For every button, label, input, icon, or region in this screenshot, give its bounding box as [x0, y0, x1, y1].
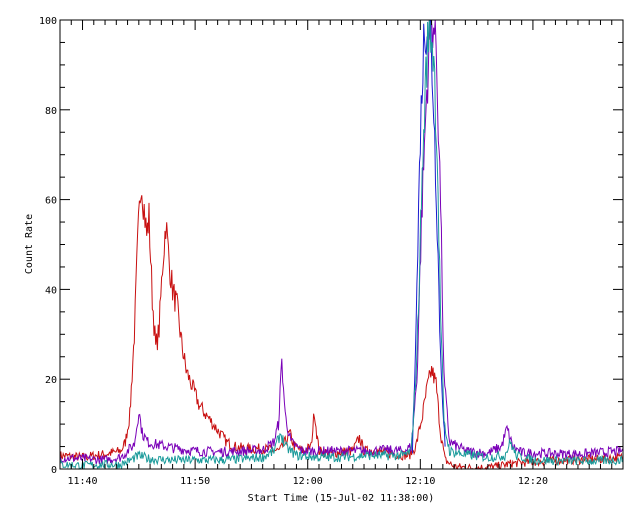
x-tick-label: 12:10 [405, 476, 435, 487]
tick-layer: 11:40 11:50 12:00 12:10 12:20 0 20 40 60 80 100 [39, 16, 624, 487]
series-line-2 [59, 19, 624, 465]
series-layer [59, 19, 624, 471]
series-line-4 [59, 19, 624, 470]
series-line-1 [59, 195, 624, 471]
y-tick-label: 60 [45, 196, 57, 207]
y-tick-label: 80 [45, 106, 57, 117]
y-tick-label: 40 [45, 285, 57, 296]
x-tick-label: 12:00 [293, 476, 323, 487]
y-tick-label: 100 [39, 16, 57, 27]
plot-frame [59, 19, 624, 470]
y-tick-label: 20 [45, 375, 57, 386]
x-axis-label: Start Time (15-Jul-02 11:38:00) [248, 493, 435, 504]
x-tick-label: 11:40 [67, 476, 97, 487]
y-tick-label: 0 [51, 465, 57, 476]
series-line-3 [411, 19, 446, 454]
x-tick-label: 12:20 [518, 476, 548, 487]
x-tick-label: 11:50 [180, 476, 210, 487]
y-axis-label: Count Rate [24, 214, 35, 274]
